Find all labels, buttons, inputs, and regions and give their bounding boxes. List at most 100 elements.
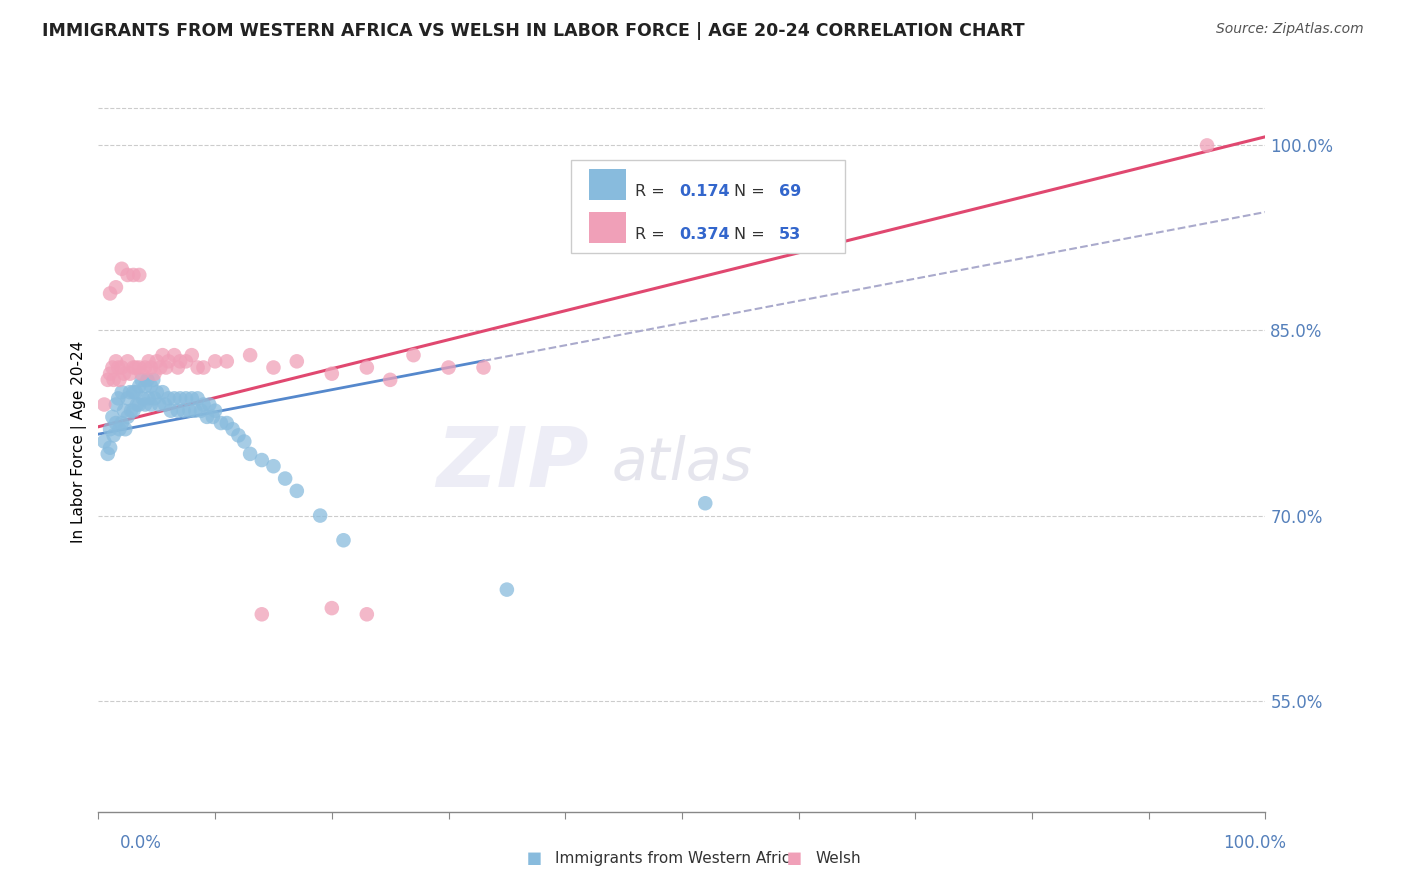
Text: ZIP: ZIP bbox=[436, 423, 589, 504]
Text: IMMIGRANTS FROM WESTERN AFRICA VS WELSH IN LABOR FORCE | AGE 20-24 CORRELATION C: IMMIGRANTS FROM WESTERN AFRICA VS WELSH … bbox=[42, 22, 1025, 40]
Point bbox=[239, 447, 262, 461]
Text: Welsh: Welsh bbox=[815, 851, 860, 865]
Point bbox=[136, 373, 159, 387]
Text: 0.174: 0.174 bbox=[679, 184, 730, 199]
Point bbox=[138, 392, 160, 406]
Text: 100.0%: 100.0% bbox=[1223, 834, 1286, 852]
Point bbox=[120, 403, 142, 417]
FancyBboxPatch shape bbox=[571, 161, 845, 252]
Text: R =: R = bbox=[636, 184, 671, 199]
Point bbox=[402, 348, 425, 362]
Point bbox=[97, 447, 120, 461]
Point bbox=[103, 373, 125, 387]
Point bbox=[93, 434, 115, 449]
Point bbox=[201, 409, 224, 424]
Point bbox=[239, 348, 262, 362]
Point bbox=[193, 398, 215, 412]
Point bbox=[174, 392, 197, 406]
Point bbox=[174, 354, 197, 368]
Point bbox=[437, 360, 460, 375]
Point bbox=[250, 607, 273, 622]
Point bbox=[131, 367, 153, 381]
Point bbox=[139, 379, 162, 393]
Point bbox=[117, 392, 139, 406]
Point bbox=[309, 508, 332, 523]
Text: atlas: atlas bbox=[612, 435, 752, 492]
Text: Immigrants from Western Africa: Immigrants from Western Africa bbox=[555, 851, 800, 865]
Point bbox=[209, 416, 232, 430]
Point bbox=[187, 360, 209, 375]
Text: Source: ZipAtlas.com: Source: ZipAtlas.com bbox=[1216, 22, 1364, 37]
Point bbox=[262, 459, 284, 474]
Text: 69: 69 bbox=[779, 184, 801, 199]
Point bbox=[190, 403, 212, 417]
Point bbox=[356, 607, 378, 622]
Point bbox=[187, 392, 209, 406]
Point bbox=[1195, 138, 1218, 153]
Point bbox=[125, 385, 148, 400]
Text: ▪: ▪ bbox=[786, 847, 803, 870]
FancyBboxPatch shape bbox=[589, 169, 626, 200]
Point bbox=[104, 416, 127, 430]
Point bbox=[233, 434, 256, 449]
Point bbox=[169, 392, 191, 406]
Point bbox=[380, 373, 402, 387]
Point bbox=[153, 398, 176, 412]
Point bbox=[204, 354, 226, 368]
Point bbox=[112, 403, 135, 417]
Point bbox=[215, 354, 238, 368]
Point bbox=[128, 360, 150, 375]
Point bbox=[228, 428, 250, 442]
Point bbox=[356, 360, 378, 375]
Point bbox=[104, 280, 127, 294]
Point bbox=[104, 354, 127, 368]
Point bbox=[128, 398, 150, 412]
Point bbox=[132, 392, 155, 406]
Point bbox=[250, 453, 273, 467]
Point bbox=[114, 422, 136, 436]
Point bbox=[496, 582, 519, 597]
Point bbox=[163, 392, 186, 406]
Point bbox=[472, 360, 495, 375]
Point bbox=[98, 441, 121, 455]
FancyBboxPatch shape bbox=[589, 211, 626, 243]
Point bbox=[128, 268, 150, 282]
Point bbox=[285, 354, 308, 368]
Point bbox=[142, 373, 165, 387]
Point bbox=[262, 360, 284, 375]
Point bbox=[285, 483, 308, 498]
Point bbox=[148, 398, 170, 412]
Point bbox=[221, 422, 243, 436]
Point bbox=[166, 360, 188, 375]
Point bbox=[163, 348, 186, 362]
Point bbox=[695, 496, 717, 510]
Point bbox=[107, 392, 129, 406]
Point bbox=[143, 367, 166, 381]
Point bbox=[198, 398, 221, 412]
Point bbox=[180, 392, 202, 406]
Text: N =: N = bbox=[734, 227, 770, 242]
Point bbox=[112, 367, 135, 381]
Point bbox=[169, 354, 191, 368]
Point bbox=[321, 601, 343, 615]
Text: ▪: ▪ bbox=[526, 847, 543, 870]
Point bbox=[107, 360, 129, 375]
Point bbox=[204, 403, 226, 417]
Point bbox=[111, 261, 134, 276]
Point bbox=[93, 398, 115, 412]
Point bbox=[98, 367, 121, 381]
Text: N =: N = bbox=[734, 184, 770, 199]
Point bbox=[321, 367, 343, 381]
Point bbox=[149, 360, 172, 375]
Point bbox=[138, 354, 160, 368]
Point bbox=[118, 367, 141, 381]
Point bbox=[146, 354, 169, 368]
Point bbox=[139, 360, 162, 375]
Point bbox=[103, 428, 125, 442]
Point bbox=[117, 268, 139, 282]
Point bbox=[143, 392, 166, 406]
Point bbox=[332, 533, 354, 548]
Point bbox=[274, 472, 297, 486]
Point bbox=[122, 403, 145, 417]
Point bbox=[118, 385, 141, 400]
